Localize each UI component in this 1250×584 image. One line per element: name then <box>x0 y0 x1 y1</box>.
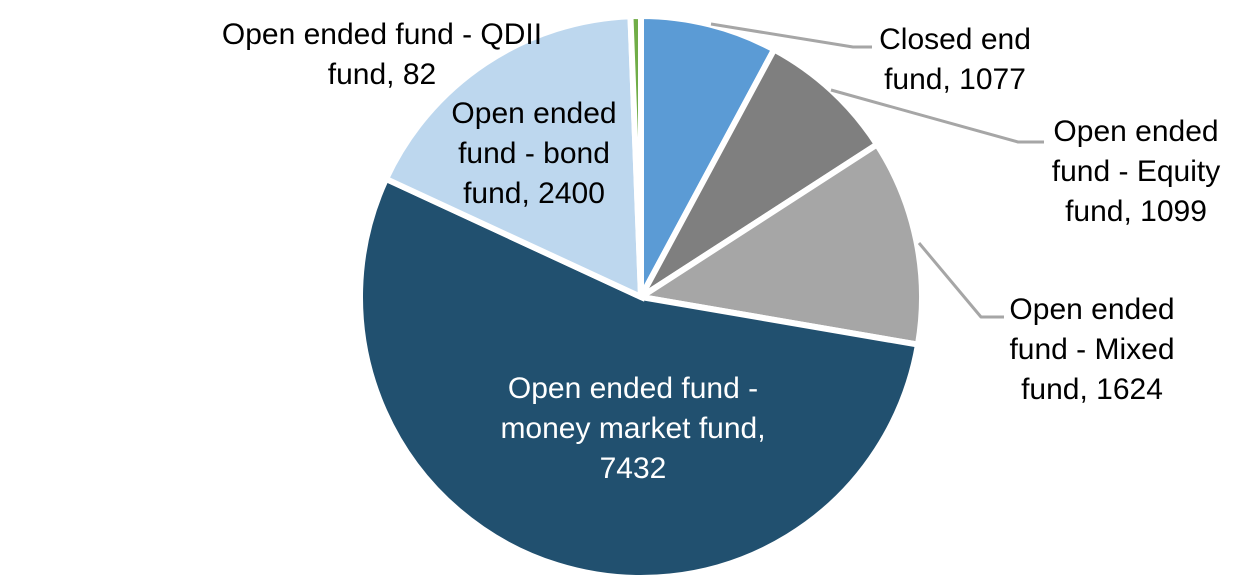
data-label-equity-fund: Open ended fund - Equity fund, 1099 <box>1052 112 1220 232</box>
pie-slice-open-ended-fund-mixed-fund <box>632 140 925 349</box>
label-line: Open ended <box>451 97 617 130</box>
label-line: money market fund, <box>500 412 766 445</box>
label-line: fund, 2400 <box>463 177 605 210</box>
label-line: 7432 <box>599 452 667 485</box>
label-line: Open ended fund - QDII <box>221 18 543 51</box>
label-line: fund - bond <box>458 137 610 170</box>
data-label-bond-fund: Open ended fund - bond fund, 2400 <box>451 94 616 214</box>
pie-slice-closed-end-fund <box>638 12 779 299</box>
label-line: fund, 1077 <box>884 63 1026 96</box>
data-label-mixed-fund: Open ended fund - Mixed fund, 1624 <box>1009 290 1174 410</box>
data-label-qdii-fund: Open ended fund - QDII fund, 82 <box>222 15 542 95</box>
label-line: Closed end <box>879 23 1031 56</box>
label-line: fund, 82 <box>327 58 437 91</box>
label-line: fund - Equity <box>1051 155 1221 188</box>
label-line: fund, 1624 <box>1021 373 1163 406</box>
label-line: fund - Mixed <box>1009 333 1175 366</box>
pie-slice-open-ended-fund-money-market-fund <box>357 174 922 581</box>
leader-line-open-ended-fund-equity-fund <box>830 88 1044 144</box>
pie-slice-open-ended-fund-bond-fund <box>382 13 645 302</box>
data-label-closed-end-fund: Closed end fund, 1077 <box>879 20 1031 100</box>
leader-line-open-ended-fund-mixed-fund <box>917 242 1004 319</box>
label-line: Open ended <box>1053 115 1219 148</box>
leader-line-closed-end-fund <box>710 22 872 49</box>
pie-slice-open-ended-fund-qdii-fund <box>627 12 644 298</box>
label-line: Open ended <box>1009 293 1175 326</box>
data-label-money-market-fund: Open ended fund - money market fund, 743… <box>500 369 765 489</box>
label-line: Open ended fund - <box>507 372 759 405</box>
label-line: fund, 1099 <box>1065 195 1207 228</box>
